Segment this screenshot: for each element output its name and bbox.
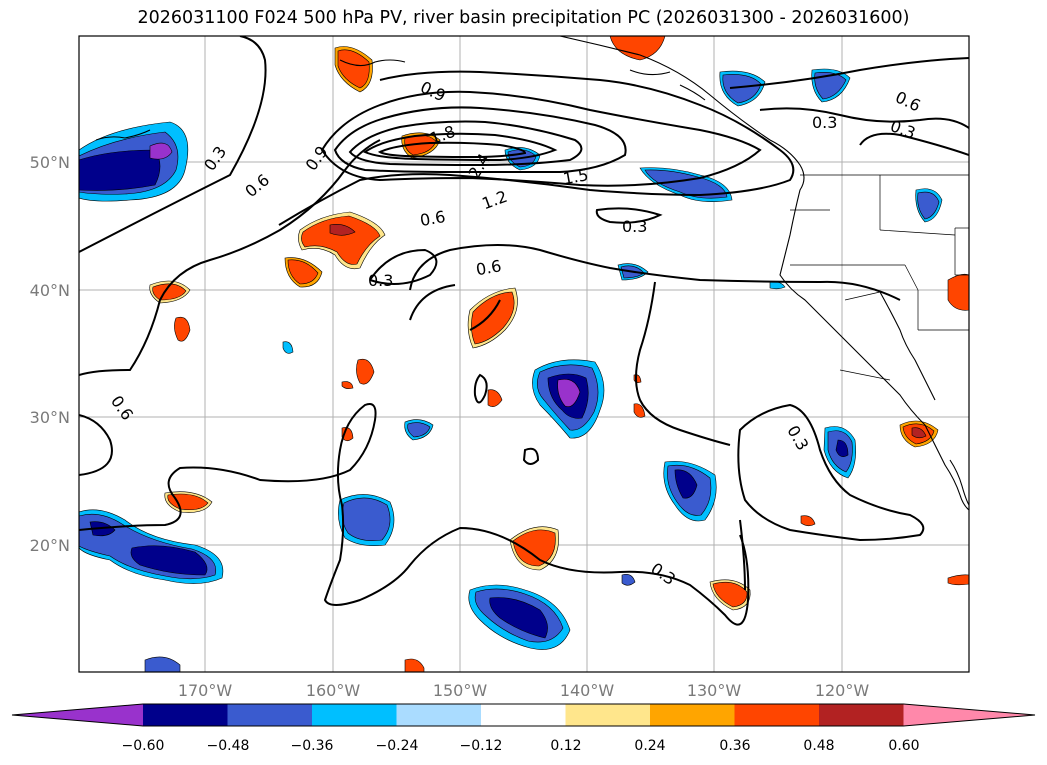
lon-label: 140°W [560, 681, 615, 700]
colorbar-tick: 0.12 [550, 738, 581, 754]
axis-labels: 170°W 160°W 150°W 140°W 130°W 120°W 50°N… [30, 153, 870, 700]
colorbar-tick: −0.48 [207, 738, 250, 754]
contour-label: 1.5 [561, 165, 589, 188]
colorbar-outline [11, 703, 1036, 727]
lon-label: 150°W [433, 681, 488, 700]
colorbar-ticks: −0.60 −0.48 −0.36 −0.24 −0.12 0.12 0.24 … [122, 738, 920, 754]
coastline [95, 36, 969, 511]
lat-label: 40°N [30, 281, 70, 300]
colorbar [11, 703, 1036, 727]
colorbar-swatch [396, 704, 482, 726]
colorbar-swatch [227, 704, 313, 726]
colorbar-swatch [481, 704, 566, 726]
lon-label: 160°W [306, 681, 361, 700]
colorbar-tick: −0.24 [376, 738, 419, 754]
colorbar-swatch [819, 704, 904, 726]
colorbar-tick: −0.36 [291, 738, 334, 754]
colorbar-swatch [312, 704, 397, 726]
contour-label: 0.6 [474, 256, 502, 279]
lat-label: 50°N [30, 153, 70, 172]
political-boundaries [790, 174, 969, 381]
colorbar-swatch [565, 704, 651, 726]
positive-anomaly-areas [149, 36, 969, 672]
lon-label: 130°W [687, 681, 742, 700]
contour-label: 0.6 [418, 207, 446, 230]
colorbar-tick: −0.60 [122, 738, 165, 754]
pv-contours [79, 36, 969, 626]
contour-label: 0.3 [812, 113, 837, 132]
colorbar-extend-min [12, 704, 143, 726]
colorbar-tick: −0.12 [460, 738, 503, 754]
colorbar-tick: 0.24 [634, 738, 665, 754]
lon-label: 120°W [815, 681, 870, 700]
contour-label: 0.3 [368, 271, 393, 290]
colorbar-swatch [143, 704, 228, 726]
colorbar-tick: 0.60 [888, 738, 919, 754]
contour-label: 0.3 [622, 217, 647, 236]
map-frame [78, 35, 970, 673]
colorbar-tick: 0.48 [803, 738, 834, 754]
colorbar-swatch [650, 704, 735, 726]
lat-label: 30°N [30, 408, 70, 427]
colorbar-swatch [734, 704, 820, 726]
colorbar-tick: 0.36 [719, 738, 750, 754]
lon-label: 170°W [178, 681, 233, 700]
negative-anomaly-areas [79, 68, 943, 672]
map-title: 2026031100 F024 500 hPa PV, river basin … [137, 8, 910, 28]
lat-label: 20°N [30, 536, 70, 555]
colorbar-extend-max [903, 704, 1035, 726]
